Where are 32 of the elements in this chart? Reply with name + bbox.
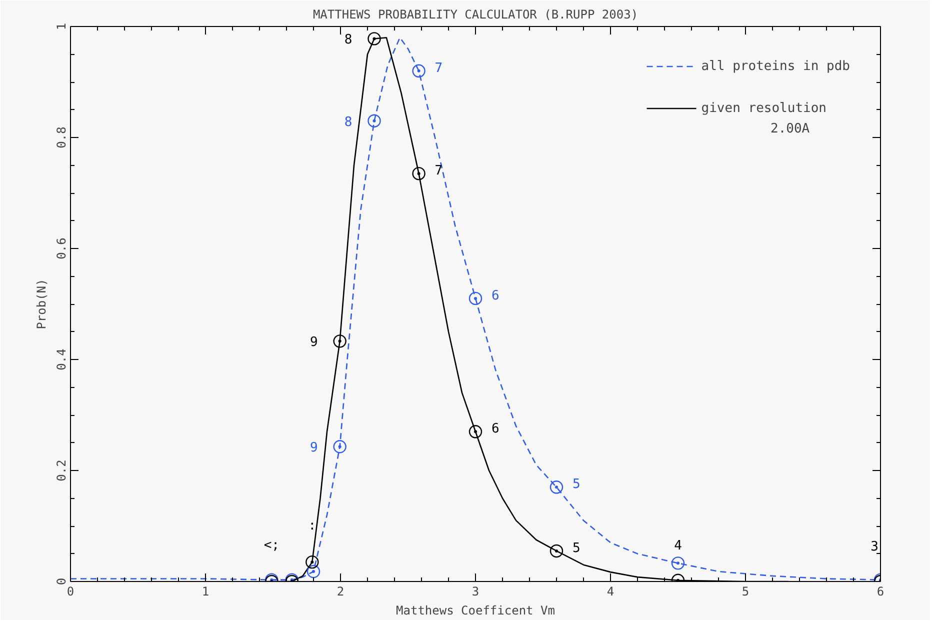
annotation: 2.00A [770, 122, 810, 136]
y-tick-label: 1 [54, 22, 68, 30]
x-tick-label: 5 [742, 584, 750, 598]
annotation: : [308, 518, 316, 534]
annotation: 4 [674, 538, 682, 554]
annotation: 3 [870, 540, 878, 554]
y-tick-label: 0 [54, 578, 68, 586]
x-tick-label: 4 [606, 584, 614, 598]
x-tick-label: 2 [336, 584, 344, 598]
chart-title: MATTHEWS PROBABILITY CALCULATOR (B.RUPP 2003) [312, 8, 638, 22]
x-axis-title: Matthews Coefficent Vm [396, 604, 555, 618]
annotation: 9 [310, 335, 318, 350]
annotation: 7 [434, 164, 443, 179]
annotation: 6 [492, 288, 500, 304]
annotation: 9 [310, 440, 318, 456]
y-tick-label: 0.6 [54, 238, 68, 260]
annotation: 8 [344, 32, 352, 48]
legend-label: given resolution [701, 100, 827, 116]
legend-label: all proteins in pdb [701, 58, 850, 74]
y-tick-label: 0.2 [54, 460, 68, 482]
y-tick-label: 0.4 [54, 348, 68, 370]
x-tick-label: 6 [876, 584, 884, 598]
x-tick-label: 3 [472, 584, 480, 598]
annotation: 5 [572, 477, 580, 492]
y-axis-title: Prob(N) [34, 278, 48, 330]
annotation: 5 [572, 540, 580, 556]
annotation: 6 [492, 422, 500, 437]
y-tick-label: 0.8 [54, 126, 68, 148]
x-tick-label: 1 [202, 584, 210, 598]
annotation: <; [264, 538, 280, 553]
annotation: 7 [434, 60, 443, 76]
annotation: 8 [344, 114, 352, 130]
